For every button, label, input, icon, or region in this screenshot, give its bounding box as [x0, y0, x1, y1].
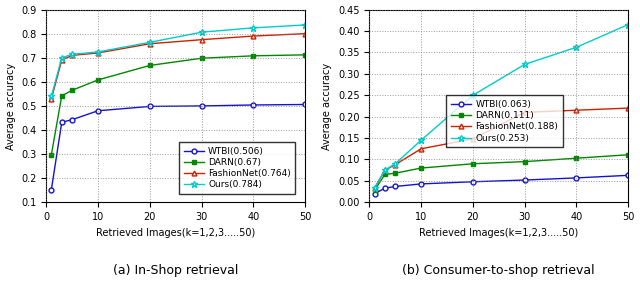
Ours(0.784) — [68, 53, 76, 56]
DARN(0.111) — [381, 173, 388, 176]
DARN(0.67) — [94, 78, 102, 81]
Ours(0.784) — [250, 26, 257, 30]
WTBI(0.063) — [521, 178, 529, 182]
WTBI(0.506) — [58, 121, 65, 124]
X-axis label: Retrieved Images(k=1,2,3.....50): Retrieved Images(k=1,2,3.....50) — [96, 228, 255, 238]
Line: DARN(0.67): DARN(0.67) — [49, 53, 308, 157]
Ours(0.253) — [417, 139, 425, 142]
DARN(0.111) — [521, 160, 529, 163]
WTBI(0.506) — [198, 104, 205, 108]
DARN(0.67) — [146, 64, 154, 67]
Ours(0.253) — [392, 162, 399, 166]
FashionNet(0.188) — [625, 106, 632, 110]
FashionNet(0.764) — [198, 38, 205, 41]
X-axis label: Retrieved Images(k=1,2,3.....50): Retrieved Images(k=1,2,3.....50) — [419, 228, 579, 238]
FashionNet(0.188) — [417, 147, 425, 150]
Y-axis label: Average accuracy: Average accuracy — [6, 62, 15, 149]
FashionNet(0.188) — [381, 169, 388, 172]
DARN(0.111) — [371, 189, 378, 192]
DARN(0.111) — [469, 162, 477, 166]
FashionNet(0.764) — [146, 42, 154, 46]
Ours(0.253) — [381, 169, 388, 172]
Line: FashionNet(0.764): FashionNet(0.764) — [49, 31, 308, 101]
WTBI(0.506) — [94, 109, 102, 112]
FashionNet(0.188) — [521, 111, 529, 114]
DARN(0.67) — [198, 56, 205, 60]
Line: WTBI(0.063): WTBI(0.063) — [372, 173, 630, 196]
Ours(0.784) — [47, 95, 55, 98]
WTBI(0.506) — [250, 103, 257, 107]
FashionNet(0.764) — [94, 51, 102, 55]
Line: Ours(0.253): Ours(0.253) — [371, 21, 632, 192]
Ours(0.784) — [198, 31, 205, 34]
DARN(0.111) — [417, 166, 425, 170]
WTBI(0.506) — [301, 103, 309, 106]
DARN(0.67) — [250, 54, 257, 58]
WTBI(0.063) — [417, 182, 425, 185]
Ours(0.784) — [301, 23, 309, 27]
WTBI(0.506) — [47, 188, 55, 191]
Ours(0.253) — [625, 23, 632, 26]
Ours(0.784) — [58, 56, 65, 60]
Ours(0.253) — [521, 63, 529, 66]
WTBI(0.063) — [371, 192, 378, 196]
FashionNet(0.188) — [469, 137, 477, 140]
Line: FashionNet(0.188): FashionNet(0.188) — [372, 106, 630, 191]
FashionNet(0.188) — [371, 187, 378, 190]
WTBI(0.063) — [625, 174, 632, 177]
Y-axis label: Average accuracy: Average accuracy — [323, 62, 332, 149]
DARN(0.67) — [58, 94, 65, 98]
WTBI(0.063) — [469, 180, 477, 183]
FashionNet(0.188) — [392, 163, 399, 166]
Line: Ours(0.784): Ours(0.784) — [48, 22, 308, 100]
Line: DARN(0.111): DARN(0.111) — [372, 152, 630, 193]
Text: (a) In-Shop retrieval: (a) In-Shop retrieval — [113, 264, 238, 277]
WTBI(0.063) — [573, 176, 580, 180]
Line: WTBI(0.506): WTBI(0.506) — [49, 102, 308, 192]
Ours(0.253) — [371, 187, 378, 190]
FashionNet(0.188) — [573, 108, 580, 112]
Ours(0.784) — [94, 50, 102, 54]
Ours(0.253) — [469, 94, 477, 97]
Text: (b) Consumer-to-shop retrieval: (b) Consumer-to-shop retrieval — [403, 264, 595, 277]
Legend: WTBI(0.506), DARN(0.67), FashionNet(0.764), Ours(0.784): WTBI(0.506), DARN(0.67), FashionNet(0.76… — [179, 142, 296, 194]
FashionNet(0.764) — [250, 34, 257, 38]
FashionNet(0.764) — [301, 32, 309, 35]
Ours(0.784) — [146, 41, 154, 44]
WTBI(0.063) — [392, 185, 399, 188]
DARN(0.111) — [573, 157, 580, 160]
DARN(0.67) — [47, 153, 55, 156]
FashionNet(0.764) — [58, 58, 65, 62]
Legend: WTBI(0.063), DARN(0.111), FashionNet(0.188), Ours(0.253): WTBI(0.063), DARN(0.111), FashionNet(0.1… — [446, 96, 563, 147]
DARN(0.111) — [392, 171, 399, 175]
DARN(0.67) — [68, 89, 76, 92]
Ours(0.253) — [573, 46, 580, 49]
FashionNet(0.764) — [68, 54, 76, 57]
WTBI(0.506) — [146, 105, 154, 108]
DARN(0.67) — [301, 53, 309, 56]
FashionNet(0.764) — [47, 97, 55, 100]
DARN(0.111) — [625, 153, 632, 157]
WTBI(0.063) — [381, 187, 388, 190]
WTBI(0.506) — [68, 118, 76, 121]
